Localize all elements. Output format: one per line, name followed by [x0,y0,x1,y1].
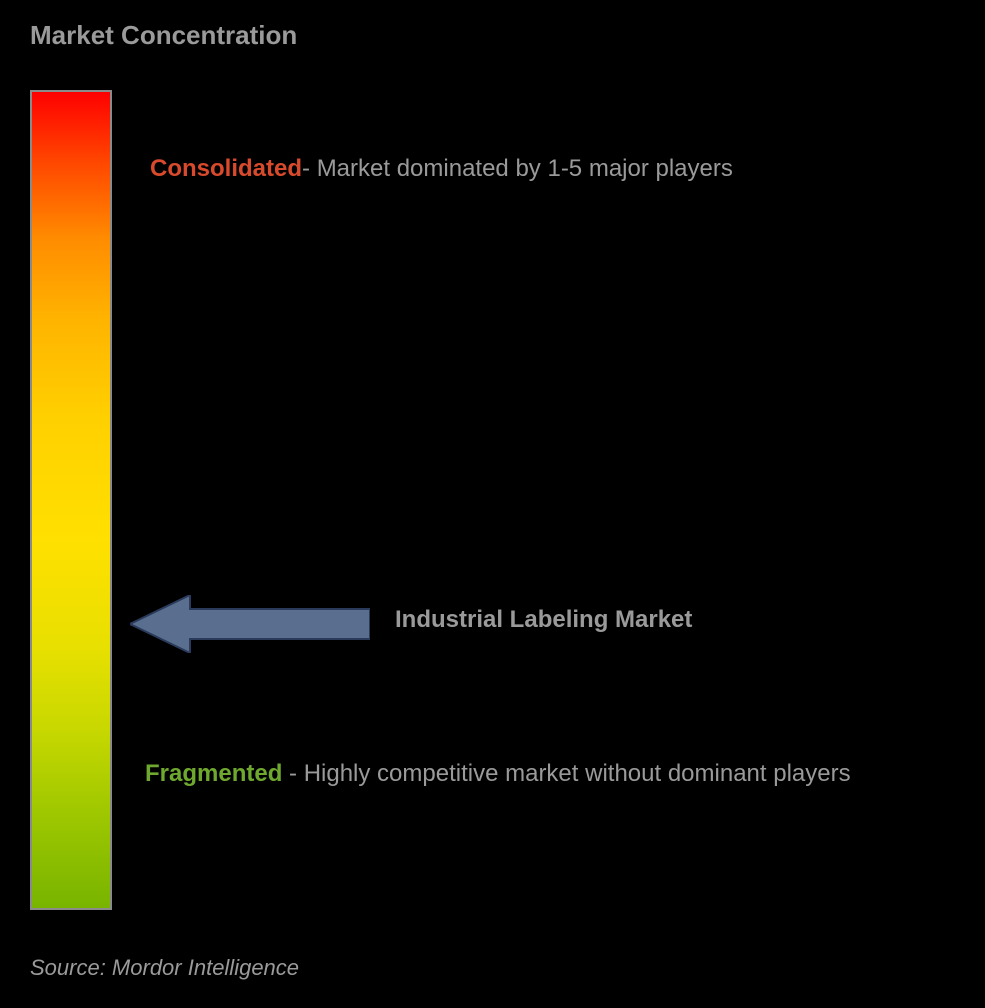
fragmented-annotation: Fragmented - Highly competitive market w… [145,755,945,793]
consolidated-label: Consolidated [150,155,302,182]
fragmented-description: Highly competitive market without domina… [304,760,851,787]
pointer-arrow [130,595,370,653]
fragmented-label: Fragmented [145,760,282,787]
consolidated-annotation: Consolidated- Market dominated by 1-5 ma… [150,155,930,183]
diagram-title: Market Concentration [30,20,297,51]
arrow-left-icon [130,595,370,653]
fragmented-separator: - [282,760,303,787]
source-attribution: Source: Mordor Intelligence [30,955,299,981]
market-name-label: Industrial Labeling Market [395,606,692,634]
consolidated-separator: - [302,155,317,182]
arrow-shape [130,595,370,653]
concentration-gradient-bar [30,90,112,910]
consolidated-description: Market dominated by 1-5 major players [317,155,733,182]
diagram-canvas: Market Concentration Consolidated- Marke… [0,0,985,1008]
